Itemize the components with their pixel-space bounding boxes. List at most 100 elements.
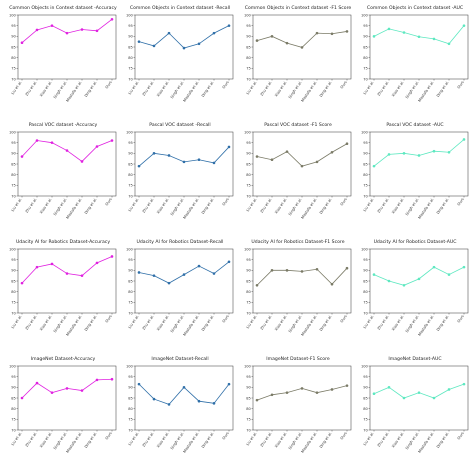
x-tick-label: Singh et al. [170,197,185,216]
data-point [80,160,84,163]
chart-title: Udacity AI for Robotics Dataset-Recall [136,240,224,245]
x-tick-label: Ours [105,314,113,323]
x-tick-label: Ding et al. [319,80,333,98]
x-tick-label: Zhu et al. [260,431,273,447]
x-tick-label: Mostafa et al. [417,431,434,453]
y-tick-label: 90 [246,386,251,390]
x-tick-label: Ours [105,431,113,440]
y-tick-label: 70 [128,194,133,198]
y-tick-label: 100 [361,13,369,17]
data-point [447,42,451,46]
chart-svg: 70 75 80 85 90 95 100 Liu et al. Zhu et al. Xiao … [9,130,117,220]
data-point [432,396,436,400]
data-point [95,261,99,265]
x-tick-label: Ding et al. [201,431,215,449]
x-tick-label: Zhu et al. [25,431,38,447]
y-tick-label: 70 [11,428,16,432]
chart-title: Pascal VOC dataset -AUC [386,123,444,128]
x-tick-label: Ding et al. [319,314,333,332]
chart-title: ImageNet Dataset-Accuracy [30,357,96,362]
y-tick-label: 95 [128,258,133,262]
x-tick-label: Zhu et al. [142,80,155,96]
chart-svg: 70 75 80 85 90 95 100 Liu et al. Zhu et al. Xiao … [244,247,352,337]
y-tick-label: 95 [246,24,251,28]
y-tick-label: 70 [246,77,251,81]
x-tick-label: Xiao et al. [156,314,170,331]
data-point [197,399,201,403]
chart-title: ImageNet Dataset-F1 Score [266,357,330,362]
x-tick-label: Liu et al. [246,431,258,446]
y-tick-label: 75 [128,184,133,188]
y-tick-label: 100 [9,247,17,251]
y-tick-label: 80 [128,290,133,294]
y-tick-label: 80 [11,173,16,177]
x-tick-label: Singh et al. [405,197,420,216]
data-point [20,396,24,400]
data-point [462,265,466,269]
chart-svg: 70 75 80 85 90 95 100 Liu et al. Zhu et al. Xiao … [126,130,234,220]
x-tick-label: Mostafa et al. [65,431,82,453]
data-point [345,142,349,146]
x-tick-label: Ding et al. [319,197,333,215]
x-tick-label: Liu et al. [11,197,23,212]
chart-panel: ImageNet Dataset-Accuracy 70 75 80 85 90 95 100… [8,357,118,471]
y-tick-label: 90 [363,152,368,156]
y-tick-label: 80 [128,173,133,177]
x-tick-label: Zhu et al. [260,197,273,213]
data-point [50,24,54,27]
data-point [300,270,304,273]
y-tick-label: 90 [11,152,16,156]
y-tick-label: 95 [128,141,133,145]
series-line [138,25,230,49]
y-tick-label: 70 [246,428,251,432]
data-point [462,138,466,141]
chart-title: Udacity AI for Robotics Dataset-AUC [373,240,457,245]
data-point [315,31,319,35]
y-tick-label: 85 [128,396,133,400]
data-point [80,274,84,277]
x-tick-label: Liu et al. [246,80,258,95]
y-tick-label: 75 [128,418,133,422]
data-point [300,46,304,49]
chart-panel: ImageNet Dataset-F1 Score 70 75 80 85 90 95 100… [243,357,353,471]
y-tick-label: 80 [246,56,251,60]
y-tick-label: 80 [11,290,16,294]
y-tick-label: 80 [128,407,133,411]
y-tick-label: 85 [363,45,368,49]
data-point [95,378,99,382]
x-tick-label: Zhu et al. [142,314,155,330]
chart-title: Common Objects in Context dataset -Recal… [129,6,231,11]
y-tick-label: 75 [128,301,133,305]
data-point [402,31,406,34]
y-tick-label: 95 [363,375,368,379]
x-tick-label: Xiao et al. [156,197,170,214]
x-tick-label: Ding et al. [436,314,450,332]
x-tick-label: Xiao et al. [391,314,405,331]
series-line [138,261,230,284]
y-tick-label: 100 [244,13,252,17]
series-line [21,256,113,284]
x-tick-label: Singh et al. [405,314,420,333]
data-point [35,139,39,142]
x-tick-label: Ours [340,80,348,89]
y-tick-label: 90 [363,269,368,273]
x-tick-label: Ours [222,197,230,206]
axes-frame [369,365,469,431]
data-point [20,155,24,158]
chart-title: Udacity AI for Robotics Dataset-Accuracy [15,240,111,245]
chart-title: ImageNet Dataset-Recall [151,357,209,362]
chart-svg: 70 75 80 85 90 95 100 Liu et al. Zhu et al. Xiao … [244,13,352,103]
x-tick-label: Liu et al. [246,197,258,212]
y-tick-label: 70 [128,77,133,81]
data-point [402,396,406,400]
y-tick-label: 95 [246,375,251,379]
chart-svg: 70 75 80 85 90 95 100 Liu et al. Zhu et al. Xiao … [126,13,234,103]
data-point [137,382,141,386]
data-point [300,164,304,168]
data-point [255,398,259,402]
x-tick-label: Zhu et al. [260,80,273,96]
x-tick-label: Xiao et al. [274,431,288,448]
data-point [372,273,376,276]
chart-panel: Udacity AI for Robotics Dataset-AUC 70 75 8… [360,240,470,354]
